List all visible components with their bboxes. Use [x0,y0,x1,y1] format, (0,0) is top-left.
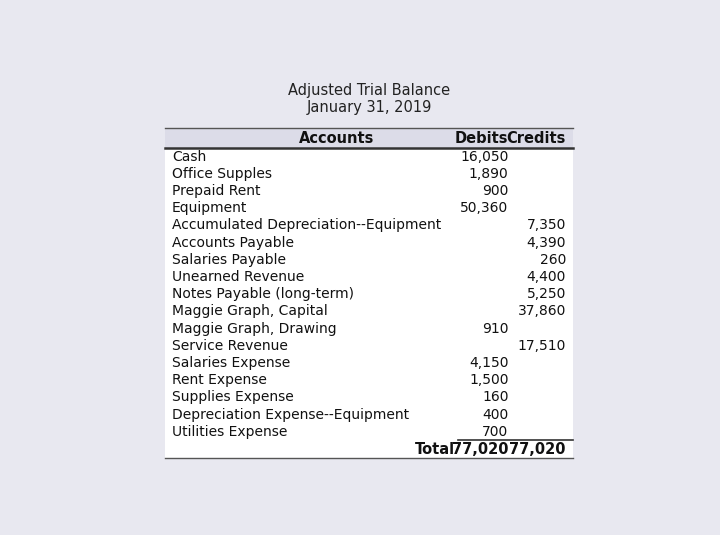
Text: Adjusted Trial Balance: Adjusted Trial Balance [288,83,450,98]
Text: Notes Payable (long-term): Notes Payable (long-term) [172,287,354,301]
Text: Cash: Cash [172,150,206,164]
Text: Unearned Revenue: Unearned Revenue [172,270,305,284]
Text: 4,400: 4,400 [526,270,566,284]
Text: Accounts: Accounts [300,131,374,146]
Text: 1,500: 1,500 [469,373,508,387]
Text: Salaries Expense: Salaries Expense [172,356,290,370]
Text: 400: 400 [482,408,508,422]
Text: 1,890: 1,890 [469,167,508,181]
Text: 4,150: 4,150 [469,356,508,370]
Text: Maggie Graph, Drawing: Maggie Graph, Drawing [172,322,337,335]
Text: January 31, 2019: January 31, 2019 [306,100,432,115]
Text: Credits: Credits [507,131,566,146]
FancyBboxPatch shape [166,128,572,457]
Text: 77,020: 77,020 [510,441,566,456]
Text: Utilities Expense: Utilities Expense [172,425,287,439]
Text: 77,020: 77,020 [452,441,508,456]
Text: Prepaid Rent: Prepaid Rent [172,184,261,198]
Text: 900: 900 [482,184,508,198]
Text: 50,360: 50,360 [460,201,508,215]
Text: Accumulated Depreciation--Equipment: Accumulated Depreciation--Equipment [172,218,441,232]
Text: 17,510: 17,510 [518,339,566,353]
Text: Depreciation Expense--Equipment: Depreciation Expense--Equipment [172,408,409,422]
FancyBboxPatch shape [166,128,572,148]
Text: Equipment: Equipment [172,201,248,215]
Text: Rent Expense: Rent Expense [172,373,267,387]
Text: 260: 260 [539,253,566,267]
Text: 37,860: 37,860 [518,304,566,318]
Text: Supplies Expense: Supplies Expense [172,391,294,404]
Text: Accounts Payable: Accounts Payable [172,235,294,250]
Text: 700: 700 [482,425,508,439]
Text: 910: 910 [482,322,508,335]
Text: Total: Total [415,441,456,456]
Text: Debits: Debits [455,131,508,146]
Text: 7,350: 7,350 [526,218,566,232]
Text: 160: 160 [482,391,508,404]
Text: 5,250: 5,250 [526,287,566,301]
Text: 16,050: 16,050 [460,150,508,164]
Text: Service Revenue: Service Revenue [172,339,288,353]
Text: Office Supples: Office Supples [172,167,272,181]
Text: 4,390: 4,390 [526,235,566,250]
Text: Salaries Payable: Salaries Payable [172,253,286,267]
Text: Maggie Graph, Capital: Maggie Graph, Capital [172,304,328,318]
